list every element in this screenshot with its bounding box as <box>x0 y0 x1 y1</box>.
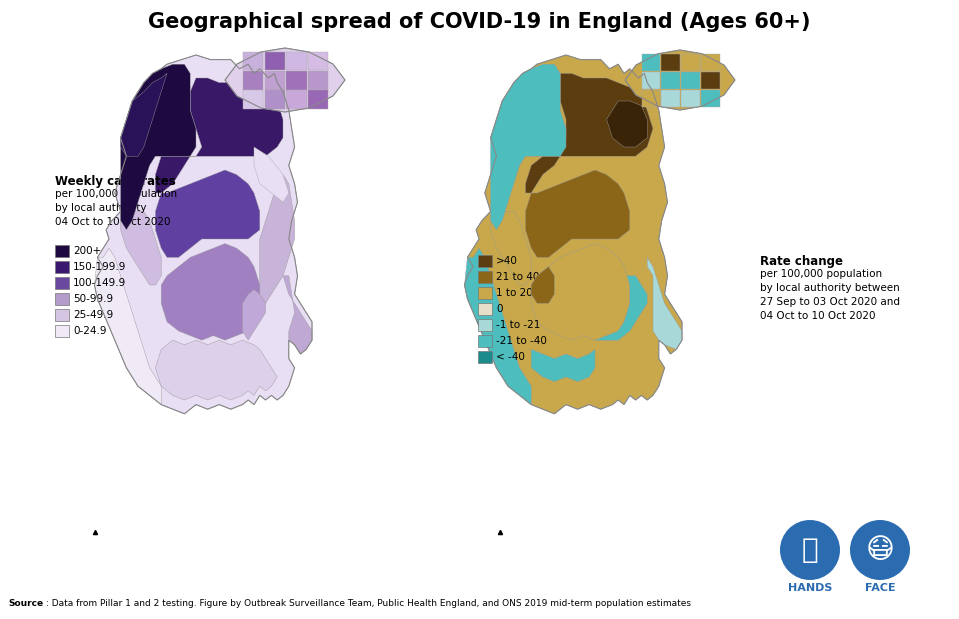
Polygon shape <box>662 54 680 71</box>
Polygon shape <box>701 90 719 107</box>
Text: >40: >40 <box>496 256 518 266</box>
Text: 😷: 😷 <box>866 536 895 564</box>
Polygon shape <box>308 90 328 109</box>
Bar <box>478 335 492 347</box>
Polygon shape <box>243 90 264 109</box>
Polygon shape <box>681 90 700 107</box>
Circle shape <box>780 520 840 580</box>
Text: 200+: 200+ <box>73 246 102 256</box>
Polygon shape <box>260 175 294 303</box>
Text: Geographical spread of COVID-19 in England (Ages 60+): Geographical spread of COVID-19 in Engla… <box>149 12 810 32</box>
Polygon shape <box>491 64 566 230</box>
Polygon shape <box>155 78 283 193</box>
Polygon shape <box>642 72 660 89</box>
Bar <box>478 287 492 299</box>
Polygon shape <box>265 90 285 109</box>
Text: 25-49.9: 25-49.9 <box>73 310 113 320</box>
Polygon shape <box>265 71 285 90</box>
Polygon shape <box>155 170 260 258</box>
Polygon shape <box>589 276 647 340</box>
Text: : Data from Pillar 1 and 2 testing. Figure by Outbreak Surveillance Team, Public: : Data from Pillar 1 and 2 testing. Figu… <box>46 599 691 607</box>
Polygon shape <box>308 52 328 71</box>
Polygon shape <box>95 55 312 413</box>
Bar <box>55 277 69 289</box>
Bar <box>55 261 69 273</box>
Bar <box>478 303 492 315</box>
Bar <box>478 271 492 283</box>
Polygon shape <box>491 212 531 285</box>
Bar <box>55 293 69 305</box>
Polygon shape <box>265 52 285 71</box>
Bar <box>478 319 492 331</box>
Polygon shape <box>286 52 307 71</box>
Text: Weekly case rates: Weekly case rates <box>55 175 175 188</box>
Polygon shape <box>286 71 307 90</box>
Polygon shape <box>701 72 719 89</box>
Circle shape <box>850 520 910 580</box>
Polygon shape <box>642 54 660 71</box>
Polygon shape <box>607 101 647 147</box>
Text: HANDS: HANDS <box>787 583 832 593</box>
Text: 0: 0 <box>496 304 503 314</box>
Polygon shape <box>283 276 312 354</box>
Polygon shape <box>121 64 196 230</box>
Polygon shape <box>243 290 266 340</box>
Text: 0-24.9: 0-24.9 <box>73 326 106 336</box>
Polygon shape <box>526 170 630 258</box>
Text: < -40: < -40 <box>496 352 525 362</box>
Polygon shape <box>161 244 260 340</box>
Polygon shape <box>642 90 660 107</box>
Polygon shape <box>95 248 161 405</box>
Polygon shape <box>531 267 554 303</box>
Bar <box>478 351 492 363</box>
Bar <box>55 309 69 321</box>
Polygon shape <box>121 212 161 285</box>
Text: 50-99.9: 50-99.9 <box>73 294 113 304</box>
Text: -1 to -21: -1 to -21 <box>496 320 540 330</box>
Polygon shape <box>531 349 595 381</box>
Polygon shape <box>625 50 735 110</box>
Polygon shape <box>286 90 307 109</box>
Text: -21 to -40: -21 to -40 <box>496 336 547 346</box>
Polygon shape <box>254 147 289 202</box>
Polygon shape <box>647 258 682 349</box>
Polygon shape <box>531 244 630 340</box>
Text: 21 to 40: 21 to 40 <box>496 272 539 282</box>
Polygon shape <box>243 52 264 71</box>
Text: Source: Source <box>8 599 43 607</box>
Polygon shape <box>464 55 682 413</box>
Text: 150-199.9: 150-199.9 <box>73 262 127 272</box>
Polygon shape <box>526 74 653 193</box>
Text: Rate change: Rate change <box>760 255 843 268</box>
Bar <box>55 245 69 257</box>
Polygon shape <box>121 74 167 156</box>
Polygon shape <box>681 72 700 89</box>
Polygon shape <box>243 71 264 90</box>
Polygon shape <box>464 248 531 405</box>
Polygon shape <box>155 340 277 400</box>
Polygon shape <box>225 48 345 112</box>
Text: FACE: FACE <box>865 583 896 593</box>
Text: per 100,000 population
by local authority
04 Oct to 10 Oct 2020: per 100,000 population by local authorit… <box>55 189 177 227</box>
Polygon shape <box>308 71 328 90</box>
Bar <box>55 325 69 337</box>
Polygon shape <box>701 54 719 71</box>
Bar <box>478 255 492 267</box>
Polygon shape <box>662 72 680 89</box>
Polygon shape <box>681 54 700 71</box>
Text: 🤲: 🤲 <box>802 536 818 564</box>
Polygon shape <box>662 90 680 107</box>
Text: per 100,000 population
by local authority between
27 Sep to 03 Oct 2020 and
04 O: per 100,000 population by local authorit… <box>760 269 900 321</box>
Text: 1 to 20: 1 to 20 <box>496 288 533 298</box>
Text: 100-149.9: 100-149.9 <box>73 278 127 288</box>
